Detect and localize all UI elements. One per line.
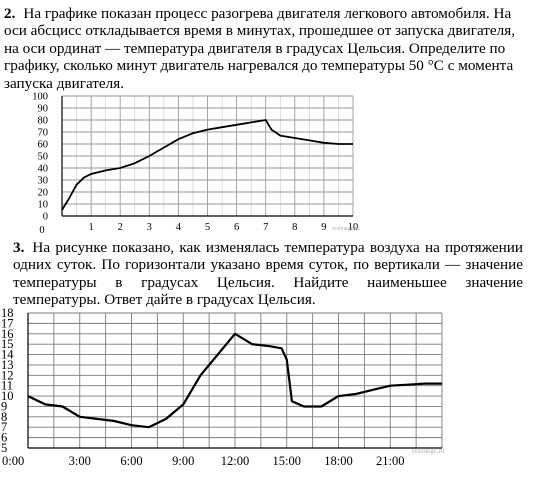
chart-2-x-tick-labels: 0:00 3:00 6:00 9:00 12:00 15:00 18:00 21:00	[2, 454, 404, 468]
problem-2-body: На графике показан процесс разогрева дви…	[4, 5, 516, 92]
y-tick-label: 70	[38, 128, 49, 139]
watermark: reshuege.ru	[412, 447, 445, 455]
x-tick-label: 5	[205, 222, 210, 233]
problem-2-text: 2. На графике показан процесс разогрева д…	[0, 5, 524, 92]
y-tick-label: 11	[1, 379, 13, 393]
x-tick-label: 1	[88, 222, 93, 233]
x-tick-label: 4	[176, 222, 182, 233]
chart-1-series	[61, 119, 353, 211]
x-tick-label: 9	[321, 222, 326, 233]
x-tick-label: 6	[234, 222, 239, 233]
problem-3-number: 3.	[13, 239, 25, 256]
x-tick-label: 12:00	[221, 454, 249, 468]
problem-2-number: 2.	[4, 5, 16, 22]
y-tick-label: 9	[1, 399, 7, 413]
chart-1-x-tick-labels: 0 1 2 3 4 5 6 7 8 9 10	[39, 222, 358, 236]
watermark: reshuege.ru	[332, 226, 360, 232]
y-tick-label: 0	[43, 212, 48, 223]
y-tick-label: 90	[38, 104, 49, 115]
chart-2-grid	[27, 312, 443, 449]
problem-3-body: На рисунке показано, как изменялась темп…	[13, 239, 523, 309]
problem-3: 3. На рисунке показано, как изменялась те…	[0, 239, 552, 309]
y-tick-label: 18	[1, 306, 14, 320]
x-tick-label: 18:00	[324, 454, 352, 468]
problem-3-text: 3. На рисунке показано, как изменялась те…	[0, 239, 523, 309]
x-tick-label: 10	[348, 222, 359, 233]
x-tick-label: 3	[147, 222, 152, 233]
y-tick-label: 16	[1, 327, 14, 341]
x-tick-label: 8	[292, 222, 297, 233]
chart-1-grid	[61, 95, 354, 217]
y-tick-label: 12	[1, 368, 14, 382]
chart-1-axes	[61, 96, 353, 217]
series-line	[27, 332, 442, 429]
y-tick-label: 15	[1, 337, 14, 351]
series-line	[61, 119, 353, 211]
x-tick-label: 15:00	[273, 454, 301, 468]
y-tick-label: 40	[38, 164, 49, 175]
chart-2-axes	[27, 313, 442, 449]
x-tick-label: 6:00	[120, 454, 142, 468]
y-tick-label: 13	[1, 358, 14, 372]
y-tick-label: 17	[1, 316, 14, 330]
x-tick-label: 2	[118, 222, 123, 233]
y-tick-label: 50	[38, 152, 49, 163]
y-tick-label: 10	[1, 389, 14, 403]
y-tick-label: 8	[1, 410, 7, 424]
problem-2: 2. На графике показан процесс разогрева д…	[0, 5, 552, 92]
y-tick-label: 5	[1, 441, 7, 455]
y-tick-label: 80	[38, 116, 49, 127]
x-tick-label: 3:00	[69, 454, 91, 468]
x-tick-label: 0:00	[2, 454, 24, 468]
y-tick-label: 7	[1, 420, 7, 434]
y-tick-label: 10	[38, 200, 49, 211]
chart-2-series	[27, 332, 442, 429]
y-tick-label: 60	[38, 140, 49, 151]
y-tick-label: 100	[32, 92, 48, 103]
y-tick-label: 6	[1, 431, 7, 445]
x-tick-label: 7	[263, 222, 268, 233]
y-tick-label: 14	[1, 348, 14, 362]
x-tick-label: 0	[39, 225, 44, 236]
x-tick-label: 21:00	[376, 454, 404, 468]
y-tick-label: 30	[38, 176, 49, 187]
y-tick-label: 20	[38, 188, 49, 199]
x-tick-label: 9:00	[172, 454, 194, 468]
